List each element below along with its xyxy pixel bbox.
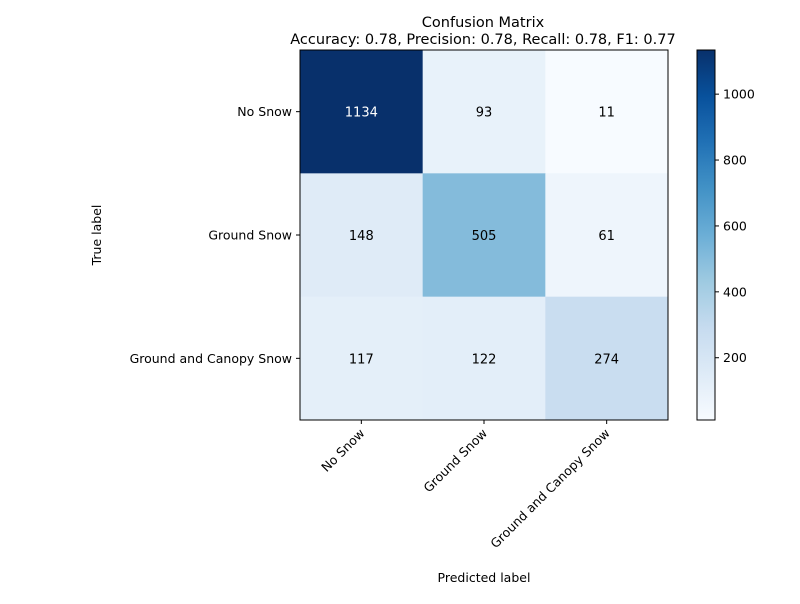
colorbar-tick-label: 600: [723, 218, 747, 233]
heatmap-cells: 1134 93 11 148 505 61 117 122 274: [300, 50, 669, 421]
heatmap-cell: [422, 296, 546, 421]
heatmap-cell: [545, 173, 669, 298]
colorbar-ticks: 200 400 600 800 1000: [715, 87, 755, 365]
colorbar-tick-label: 200: [723, 350, 747, 365]
cell-value-label: 122: [472, 352, 497, 367]
cell-value-label: 505: [472, 229, 497, 244]
y-tick-label: Ground Snow: [208, 228, 292, 243]
y-tick-label: Ground and Canopy Snow: [130, 351, 292, 366]
colorbar-tick-label: 1000: [723, 87, 755, 102]
cell-value-label: 61: [598, 229, 615, 244]
colorbar: [696, 49, 716, 421]
heatmap-cell: [422, 50, 546, 174]
heatmap-cell: [300, 50, 424, 174]
cell-value-label: 11: [598, 106, 615, 121]
cell-value-label: 274: [594, 352, 619, 367]
cell-value-label: 1134: [345, 106, 378, 121]
colorbar-tick-label: 800: [723, 153, 747, 168]
y-axis-label: True label: [89, 205, 104, 267]
x-tick-label: No Snow: [318, 426, 367, 475]
heatmap-cell: [422, 173, 546, 298]
cell-value-label: 148: [349, 229, 374, 244]
cell-value-label: 93: [476, 106, 493, 121]
x-axis-label: Predicted label: [438, 570, 531, 585]
y-axis-ticks: No Snow Ground Snow Ground and Canopy Snow: [130, 104, 300, 366]
x-tick-label: Ground and Canopy Snow: [487, 426, 612, 551]
heatmap-cell: [300, 296, 424, 421]
heatmap-cell: [545, 50, 669, 174]
colorbar-tick-label: 400: [723, 284, 747, 299]
chart-subtitle: Accuracy: 0.78, Precision: 0.78, Recall:…: [290, 32, 675, 48]
x-tick-label: Ground Snow: [420, 426, 490, 496]
chart-title: Confusion Matrix: [422, 15, 545, 31]
y-tick-label: No Snow: [237, 104, 292, 119]
heatmap-cell: [300, 173, 424, 298]
cell-value-label: 117: [349, 352, 374, 367]
heatmap-cell: [545, 296, 669, 421]
